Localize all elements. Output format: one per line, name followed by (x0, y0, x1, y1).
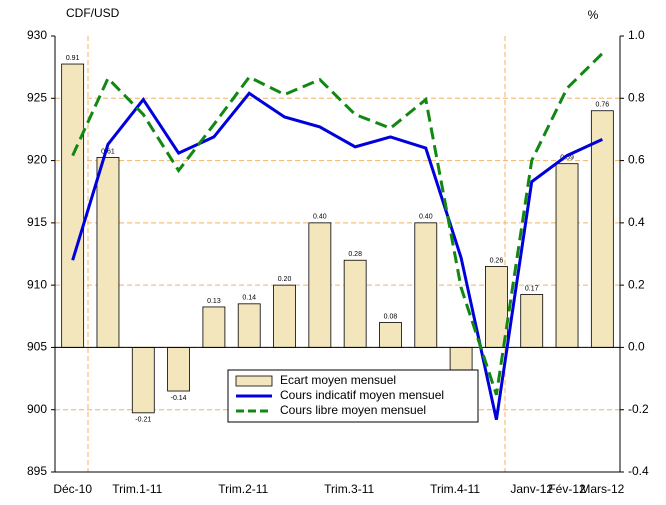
bar (61, 63, 85, 348)
x-tick-label: Trim.1-11 (112, 482, 162, 496)
bar (379, 322, 402, 348)
bar (237, 303, 261, 348)
y-axis-label: CDF/USD (66, 6, 120, 20)
bar-label: 0.28 (348, 251, 362, 258)
bar (520, 294, 544, 348)
bar (131, 347, 155, 414)
y-tick-label: 930 (27, 28, 47, 42)
bar (343, 259, 367, 348)
bar-label: 0.13 (207, 298, 221, 305)
bar-label: 0.08 (384, 313, 398, 320)
y-tick-label: 925 (27, 90, 47, 104)
y-tick-label: 920 (27, 153, 47, 167)
y2-tick-label: -0.2 (628, 402, 649, 416)
bar-label: -0.21 (135, 417, 151, 424)
y-tick-label: 915 (27, 215, 47, 229)
y2-tick-label: 0.0 (628, 340, 645, 354)
bar (167, 347, 190, 392)
bar-label: 0.40 (313, 214, 327, 221)
x-tick-label: Janv-12 (510, 482, 553, 496)
y-tick-label: 895 (27, 464, 47, 478)
bar (449, 347, 473, 373)
bar (202, 306, 226, 348)
y-tick-label: 900 (27, 402, 47, 416)
x-tick-label: Déc-10 (53, 482, 92, 496)
y2-tick-label: 0.2 (628, 277, 645, 291)
bar-label: 0.26 (490, 257, 504, 264)
y2-tick-label: -0.4 (628, 464, 649, 478)
bar-label: 0.40 (419, 214, 433, 221)
line-series (71, 91, 603, 420)
bar-label: -0.14 (171, 395, 187, 402)
y2-tick-label: 0.8 (628, 90, 645, 104)
bar-label: 0.61 (101, 148, 115, 155)
y2-axis-label: % (588, 8, 599, 22)
legend-label: Ecart moyen mensuel (280, 373, 396, 387)
y-tick-label: 910 (27, 277, 47, 291)
bar (590, 110, 614, 348)
bar-label: 0.14 (242, 295, 256, 302)
x-tick-label: Trim.4-11 (430, 482, 480, 496)
legend-label: Cours indicatif moyen mensuel (280, 388, 444, 402)
legend-swatch (235, 375, 273, 387)
bar-label: 0.91 (66, 55, 80, 62)
bar-label: 0.20 (278, 276, 292, 283)
legend-label: Cours libre moyen mensuel (280, 403, 426, 417)
x-tick-label: Mars-12 (580, 482, 624, 496)
bar (414, 222, 438, 348)
bar (273, 284, 296, 348)
x-tick-label: Fév-12 (548, 482, 586, 496)
y2-tick-label: 1.0 (628, 28, 645, 42)
y-tick-label: 905 (27, 340, 47, 354)
y2-tick-label: 0.4 (628, 215, 645, 229)
bar-label: 0.17 (525, 285, 539, 292)
x-tick-label: Trim.3-11 (324, 482, 374, 496)
line-series (71, 52, 604, 396)
bar (555, 163, 579, 348)
bar-label: 0.59 (560, 155, 574, 162)
y2-tick-label: 0.6 (628, 153, 645, 167)
x-tick-label: Trim.2-11 (218, 482, 268, 496)
bar (308, 222, 332, 348)
bar-label: 0.76 (596, 102, 610, 109)
bar (96, 157, 120, 348)
